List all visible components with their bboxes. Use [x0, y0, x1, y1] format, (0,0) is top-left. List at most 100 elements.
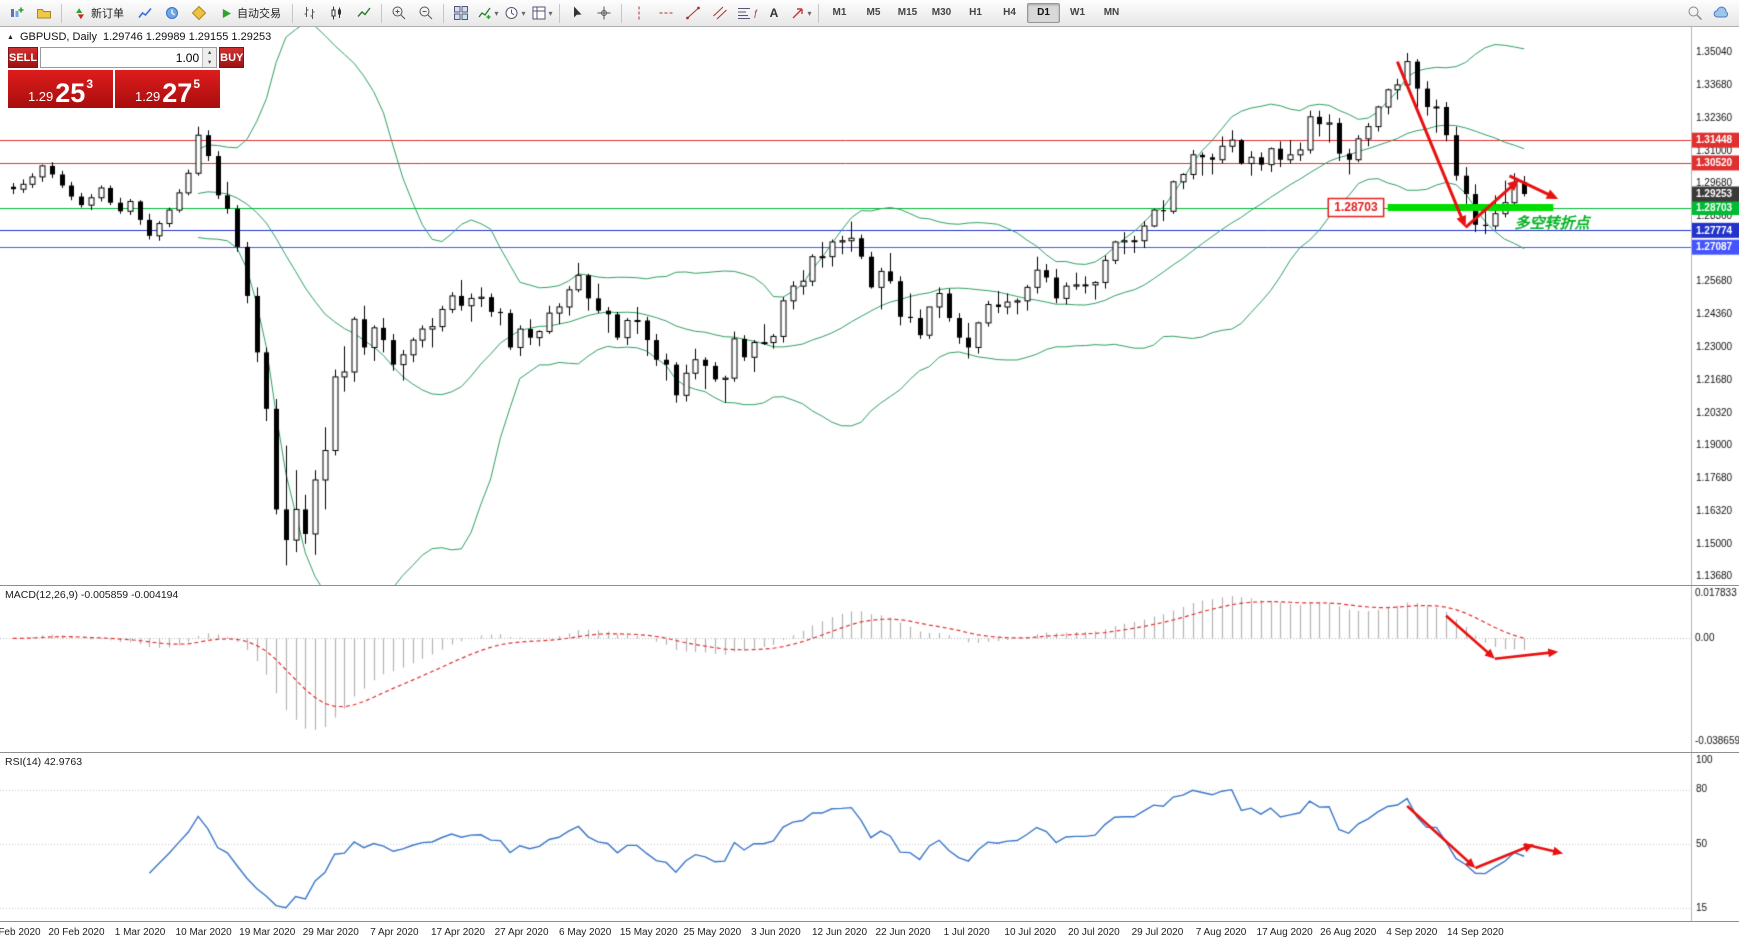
timeframe-d1-button[interactable]: D1 [1027, 3, 1060, 23]
buy-price-button[interactable]: 1.29 27 5 [115, 70, 220, 108]
time-axis-label: 1 Mar 2020 [114, 927, 166, 938]
sell-price-button[interactable]: 1.29 25 3 [8, 70, 113, 108]
horizontal-line-icon[interactable] [653, 1, 679, 25]
community-cloud-icon[interactable] [1709, 1, 1735, 25]
sell-price-sup: 3 [86, 77, 94, 91]
rsi-pane: RSI(14) 42.9763 [0, 752, 1739, 921]
one-click-trading-panel: SELL ▴ ▾ BUY 1.29 25 3 [8, 47, 245, 108]
templates-icon[interactable]: ▾ [529, 1, 555, 25]
time-axis-label: 10 Jul 2020 [1004, 927, 1057, 938]
lot-size-field: ▴ ▾ [40, 47, 218, 68]
zoom-in-icon[interactable] [386, 1, 412, 25]
trendline-icon[interactable] [680, 1, 706, 25]
spin-down-icon[interactable]: ▾ [203, 57, 217, 67]
market-watch-icon[interactable] [132, 1, 158, 25]
price-pane: ▲ GBPUSD, Daily 1.29746 1.29989 1.29155 … [0, 27, 1739, 585]
sell-price-prefix: 1.29 [27, 88, 54, 104]
arrows-icon[interactable]: ▾ [788, 1, 814, 25]
bar-chart-icon[interactable] [297, 1, 323, 25]
auto-trading-label: 自动交易 [237, 8, 281, 20]
sell-button[interactable]: SELL [8, 47, 39, 68]
line-chart-icon[interactable] [351, 1, 377, 25]
profiles-icon[interactable] [31, 1, 57, 25]
lot-size-input[interactable] [41, 48, 203, 67]
one-click-collapse-icon[interactable]: ▲ [7, 33, 14, 41]
macd-indicator-label: MACD(12,26,9) -0.005859 -0.004194 [5, 589, 179, 601]
vertical-line-icon[interactable] [626, 1, 652, 25]
time-axis-label: 7 Aug 2020 [1195, 927, 1247, 938]
time-axis[interactable]: 11 Feb 2020 20 Feb 2020 1 Mar 2020 10 Mar 2… [0, 921, 1739, 947]
auto-trading-button[interactable]: 自动交易 [213, 1, 288, 25]
buy-price-big: 27 [162, 77, 193, 108]
toolbar-separator [61, 3, 62, 23]
time-axis-label: 29 Mar 2020 [302, 927, 359, 938]
text-tool-letter: A [769, 6, 779, 20]
time-axis-label: 10 Mar 2020 [175, 927, 232, 938]
spin-up-icon[interactable]: ▴ [203, 48, 217, 58]
time-axis-label: 3 Jun 2020 [751, 927, 801, 938]
rsi-indicator-label: RSI(14) 42.9763 [5, 756, 83, 768]
time-axis-label: 7 Apr 2020 [370, 927, 419, 938]
new-order-label: 新订单 [91, 8, 124, 20]
time-axis-label: 20 Feb 2020 [48, 927, 105, 938]
toolbar-separator [443, 3, 444, 23]
rsi-chart-canvas[interactable] [0, 753, 1739, 921]
timeframe-h4-button[interactable]: H4 [1003, 7, 1016, 18]
toolbar-separator [559, 3, 560, 23]
time-axis-label: 22 Jun 2020 [875, 927, 931, 938]
buy-price-prefix: 1.29 [134, 88, 161, 104]
timeframe-m30-button[interactable]: M30 [931, 7, 952, 18]
indicators-icon[interactable]: ▾ [475, 1, 501, 25]
time-axis-label: 19 Mar 2020 [239, 927, 296, 938]
new-chart-icon[interactable] [4, 1, 30, 25]
fibonacci-icon[interactable]: ƒ [734, 1, 760, 25]
toolbar-separator [381, 3, 382, 23]
macd-pane: MACD(12,26,9) -0.005859 -0.004194 [0, 585, 1739, 752]
time-axis-label: 15 May 2020 [619, 927, 678, 938]
buy-button[interactable]: BUY [219, 47, 245, 68]
caret-down-icon: ▾ [494, 8, 499, 18]
symbol-ohlc-values: 1.29746 1.29989 1.29155 1.29253 [102, 31, 272, 43]
chart-window: ▲ GBPUSD, Daily 1.29746 1.29989 1.29155 … [0, 27, 1739, 947]
depth-of-market-icon[interactable] [159, 1, 185, 25]
time-axis-label: 26 Aug 2020 [1320, 927, 1377, 938]
time-axis-label: 17 Aug 2020 [1256, 927, 1313, 938]
price-chart-canvas[interactable] [0, 27, 1739, 585]
time-axis-label: 17 Apr 2020 [431, 927, 485, 938]
time-axis-label: 27 Apr 2020 [494, 927, 549, 938]
time-axis-label: 29 Jul 2020 [1131, 927, 1184, 938]
fibonacci-letter: ƒ [752, 8, 758, 18]
zoom-out-icon[interactable] [413, 1, 439, 25]
periods-icon[interactable]: ▾ [502, 1, 528, 25]
metaeditor-icon[interactable] [186, 1, 212, 25]
timeframe-h1-button[interactable]: H1 [969, 7, 982, 18]
timeframe-m1-button[interactable]: M1 [832, 7, 847, 18]
time-axis-label: 4 Sep 2020 [1386, 927, 1438, 938]
crosshair-icon[interactable] [591, 1, 617, 25]
symbol-title: GBPUSD, Daily [19, 31, 97, 43]
candlestick-chart-icon[interactable] [324, 1, 350, 25]
buy-price-sup: 5 [193, 77, 201, 91]
time-axis-label: 6 May 2020 [559, 927, 612, 938]
time-axis-label: 11 Feb 2020 [0, 927, 41, 938]
text-icon[interactable]: A [761, 1, 787, 25]
tile-windows-icon[interactable] [448, 1, 474, 25]
timeframe-m5-button[interactable]: M5 [866, 7, 881, 18]
time-axis-label: 12 Jun 2020 [811, 927, 868, 938]
new-order-button[interactable]: 新订单 [66, 1, 131, 25]
lot-spinner[interactable]: ▴ ▾ [202, 48, 217, 67]
macd-chart-canvas[interactable] [0, 586, 1739, 752]
equidistant-channel-icon[interactable] [707, 1, 733, 25]
symbol-info-bar: ▲ GBPUSD, Daily 1.29746 1.29989 1.29155 … [7, 31, 271, 43]
toolbar-separator [818, 3, 819, 23]
timeframe-mn-button[interactable]: MN [1103, 7, 1120, 18]
timeframe-m15-button[interactable]: M15 [897, 7, 918, 18]
search-icon[interactable] [1682, 1, 1708, 25]
time-axis-label: 20 Jul 2020 [1067, 927, 1120, 938]
cursor-icon[interactable] [564, 1, 590, 25]
caret-down-icon: ▾ [548, 8, 553, 18]
toolbar-separator [292, 3, 293, 23]
main-toolbar: 新订单 自动交易 [0, 0, 1739, 27]
timeframe-w1-button[interactable]: W1 [1070, 7, 1085, 18]
